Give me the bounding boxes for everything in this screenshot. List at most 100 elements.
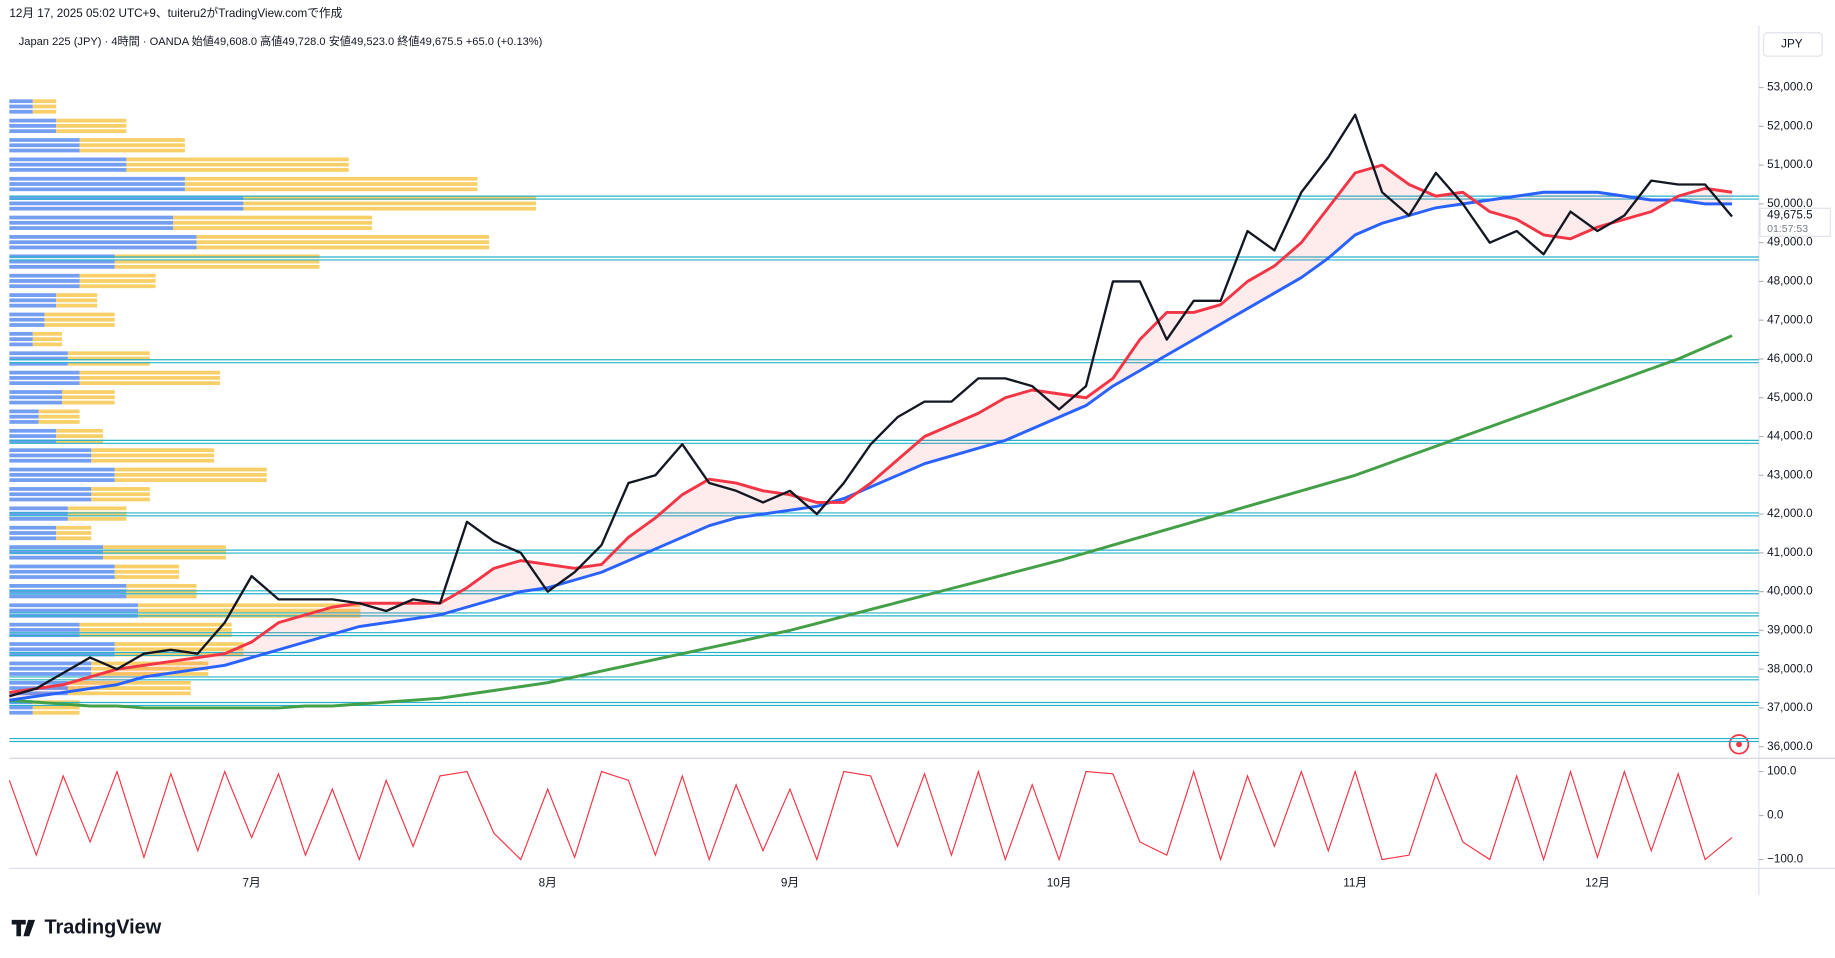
profile-down — [9, 104, 33, 109]
y-tick-label: 48,000.0 — [1767, 275, 1813, 288]
profile-down — [9, 672, 92, 676]
profile-down — [9, 215, 174, 220]
profile-up — [79, 376, 221, 380]
profile-down — [9, 516, 68, 521]
profile-up — [173, 226, 373, 230]
profile-down — [9, 506, 68, 511]
profile-down — [9, 323, 45, 327]
profile-up — [38, 414, 80, 419]
profile-down — [9, 273, 80, 278]
profile-down — [9, 420, 39, 424]
profile-up — [79, 138, 185, 142]
profile-down — [9, 317, 45, 322]
moving-average — [9, 190, 1733, 702]
profile-up — [62, 395, 115, 400]
profile-down — [9, 168, 127, 172]
countdown: 01:57:53 — [1767, 223, 1808, 235]
profile-up — [102, 555, 226, 560]
profile-up — [114, 254, 320, 259]
profile-down — [9, 666, 92, 671]
profile-down — [9, 628, 80, 632]
profile-up — [56, 293, 98, 297]
profile-down — [9, 129, 57, 134]
profile-up — [32, 705, 80, 710]
symbol-legend: Japan 225 (JPY) · 4時間 · OANDA 始値49,608.0… — [19, 34, 543, 48]
profile-down — [9, 148, 80, 153]
profile-down — [9, 472, 115, 477]
profile-down — [9, 376, 80, 380]
profile-up — [32, 342, 63, 347]
moving-average — [9, 334, 1733, 710]
profile-down — [9, 381, 80, 386]
y-tick-label: 38,000.0 — [1767, 662, 1813, 675]
profile-up — [126, 168, 349, 172]
y-tick-label: 49,000.0 — [1767, 236, 1813, 249]
profile-up — [196, 240, 490, 245]
y-tick-label: 39,000.0 — [1767, 623, 1813, 636]
profile-up — [138, 608, 361, 613]
profile-down — [9, 245, 197, 250]
profile-up — [79, 273, 156, 278]
profile-up — [243, 201, 536, 206]
x-tick-label: 9月 — [781, 877, 799, 890]
profile-up — [56, 525, 92, 530]
profile-down — [9, 550, 103, 555]
profile-down — [9, 157, 127, 162]
profile-up — [56, 118, 127, 123]
profile-down — [9, 575, 115, 579]
profile-up — [62, 400, 115, 405]
profile-up — [173, 215, 373, 220]
y-tick-label: 45,000.0 — [1767, 391, 1813, 404]
profile-up — [114, 575, 180, 579]
profile-up — [243, 196, 536, 201]
profile-up — [44, 317, 115, 322]
profile-down — [9, 342, 33, 347]
profile-down — [9, 569, 115, 574]
profile-up — [67, 691, 191, 696]
profile-up — [126, 594, 197, 599]
profile-down — [9, 284, 80, 289]
profile-up — [91, 458, 215, 463]
profile-down — [9, 206, 244, 211]
profile-up — [184, 187, 478, 192]
profile-up — [79, 370, 221, 375]
profile-down — [9, 201, 244, 206]
x-tick-label: 8月 — [539, 877, 557, 890]
caption: 12月 17, 2025 05:02 UTC+9、tuiteru2がTradin… — [9, 6, 342, 20]
profile-up — [56, 123, 127, 128]
y-tick-label: 42,000.0 — [1767, 507, 1813, 520]
profile-up — [56, 434, 103, 438]
profile-up — [114, 264, 320, 269]
profile-up — [56, 298, 98, 303]
profile-down — [9, 642, 115, 646]
profile-down — [9, 254, 115, 259]
profile-up — [138, 603, 361, 608]
x-tick-label: 12月 — [1585, 877, 1610, 890]
profile-down — [9, 240, 197, 245]
profile-up — [56, 536, 92, 541]
profile-down — [9, 162, 127, 167]
profile-down — [9, 118, 57, 123]
profile-down — [9, 143, 80, 148]
profile-up — [126, 584, 197, 588]
profile-up — [196, 245, 490, 250]
profile-down — [9, 448, 92, 453]
profile-up — [38, 409, 80, 414]
profile-down — [9, 331, 33, 336]
profile-down — [9, 428, 57, 433]
profile-down — [9, 303, 57, 308]
profile-up — [114, 259, 320, 264]
profile-down — [9, 123, 57, 128]
profile-up — [56, 428, 103, 433]
y-tick-label: 53,000.0 — [1767, 81, 1813, 94]
profile-up — [32, 710, 80, 715]
osc-tick-label: 0.0 — [1767, 809, 1784, 822]
y-tick-label: 40,000.0 — [1767, 585, 1813, 598]
profile-up — [114, 569, 180, 574]
profile-up — [67, 506, 127, 511]
profile-up — [67, 680, 191, 685]
profile-down — [9, 264, 115, 269]
y-tick-label: 43,000.0 — [1767, 468, 1813, 481]
